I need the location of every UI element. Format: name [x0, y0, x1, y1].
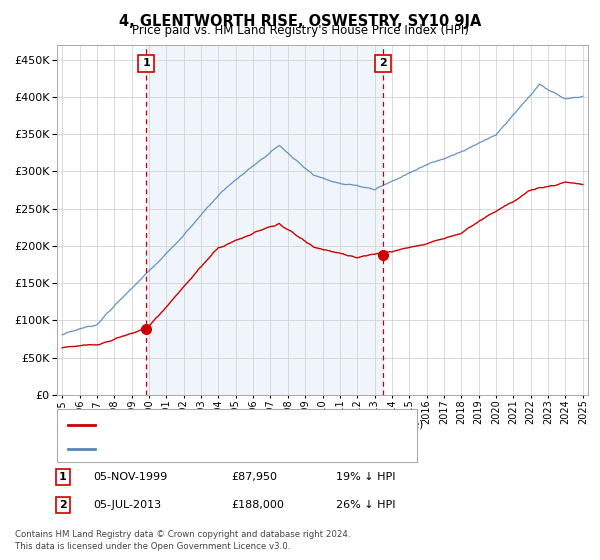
Text: Price paid vs. HM Land Registry's House Price Index (HPI): Price paid vs. HM Land Registry's House …: [131, 24, 469, 37]
Text: £87,950: £87,950: [231, 472, 277, 482]
Text: Contains HM Land Registry data © Crown copyright and database right 2024.
This d: Contains HM Land Registry data © Crown c…: [15, 530, 350, 551]
Text: HPI: Average price, detached house, Shropshire: HPI: Average price, detached house, Shro…: [99, 444, 348, 454]
Text: 2: 2: [59, 500, 67, 510]
Text: 05-JUL-2013: 05-JUL-2013: [93, 500, 161, 510]
Text: £188,000: £188,000: [231, 500, 284, 510]
Text: 19% ↓ HPI: 19% ↓ HPI: [336, 472, 395, 482]
Text: 05-NOV-1999: 05-NOV-1999: [93, 472, 167, 482]
Text: 2: 2: [379, 58, 387, 68]
Text: 1: 1: [142, 58, 150, 68]
Text: 26% ↓ HPI: 26% ↓ HPI: [336, 500, 395, 510]
Bar: [146, 45, 383, 395]
Text: 1: 1: [59, 472, 67, 482]
Text: 4, GLENTWORTH RISE, OSWESTRY, SY10 9JA (detached house): 4, GLENTWORTH RISE, OSWESTRY, SY10 9JA (…: [99, 420, 423, 430]
Text: 4, GLENTWORTH RISE, OSWESTRY, SY10 9JA: 4, GLENTWORTH RISE, OSWESTRY, SY10 9JA: [119, 14, 481, 29]
